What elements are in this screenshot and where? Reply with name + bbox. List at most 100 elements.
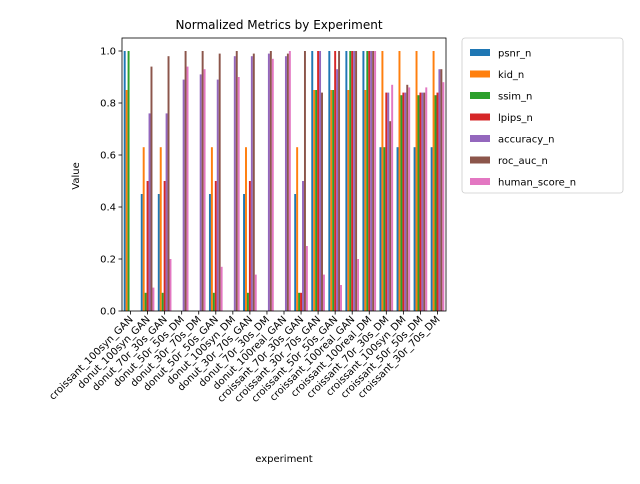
bar-accuracy_n-18	[421, 92, 424, 311]
bar-psnr_n-13	[328, 51, 331, 311]
legend-label-accuracy_n: accuracy_n	[498, 135, 554, 146]
bar-lpips_n-3	[163, 181, 166, 311]
bar-human_score_n-10	[288, 51, 291, 311]
bar-roc_auc_n-6	[218, 53, 221, 311]
legend-swatch-kid_n	[470, 70, 490, 78]
bar-kid_n-2	[142, 147, 145, 311]
y-tick-label: 0.0	[100, 307, 116, 318]
bar-roc_auc_n-18	[423, 92, 426, 311]
bar-lpips_n-17	[402, 92, 405, 311]
bar-human_score_n-13	[340, 285, 342, 311]
bar-psnr_n-15	[362, 51, 365, 311]
bar-kid_n-15	[364, 90, 367, 311]
bar-human_score_n-17	[408, 87, 411, 312]
y-tick-label: 0.8	[100, 99, 116, 110]
bar-kid_n-12	[313, 90, 316, 311]
bar-psnr_n-19	[430, 147, 433, 311]
bar-ssim_n-3	[161, 292, 164, 311]
bar-kid_n-6	[210, 147, 213, 311]
bar-psnr_n-14	[345, 51, 348, 311]
bar-human_score_n-9	[271, 58, 274, 311]
bar-lpips_n-16	[385, 92, 388, 311]
bar-roc_auc_n-7	[235, 51, 238, 311]
bar-lpips_n-11	[300, 292, 303, 311]
legend-label-kid_n: kid_n	[498, 70, 524, 81]
bar-psnr_n-12	[311, 51, 314, 311]
bar-roc_auc_n-9	[269, 51, 272, 311]
bar-accuracy_n-3	[165, 113, 168, 312]
y-tick-label: 0.6	[100, 151, 116, 162]
bar-roc_auc_n-12	[321, 92, 323, 311]
bar-roc_auc_n-14	[355, 51, 358, 311]
bar-human_score_n-8	[254, 274, 257, 311]
y-tick-label: 0.2	[100, 255, 116, 266]
bar-human_score_n-5	[203, 69, 206, 311]
bar-kid_n-1	[125, 90, 128, 311]
bar-psnr_n-1	[123, 51, 126, 311]
bar-ssim_n-17	[400, 95, 403, 311]
legend-swatch-psnr_n	[470, 49, 490, 56]
bar-roc_auc_n-11	[303, 51, 306, 311]
legend-swatch-accuracy_n	[470, 135, 490, 142]
bar-human_score_n-15	[374, 51, 377, 311]
bar-lpips_n-15	[368, 51, 371, 311]
bar-roc_auc_n-5	[201, 51, 204, 311]
bar-accuracy_n-10	[284, 56, 287, 312]
bar-psnr_n-17	[396, 147, 399, 311]
bar-accuracy_n-15	[370, 51, 373, 311]
bar-roc_auc_n-17	[406, 84, 409, 311]
bar-kid_n-11	[296, 147, 299, 311]
bar-ssim_n-16	[383, 147, 386, 311]
bar-accuracy_n-8	[250, 56, 253, 312]
bar-psnr_n-16	[379, 147, 382, 311]
bar-ssim_n-18	[417, 95, 420, 311]
bar-kid_n-16	[381, 51, 384, 311]
bar-kid_n-19	[432, 51, 435, 311]
bar-human_score_n-3	[169, 259, 172, 311]
bar-roc_auc_n-4	[184, 51, 187, 311]
bar-kid_n-14	[347, 90, 350, 311]
bar-human_score_n-12	[322, 274, 325, 311]
bar-accuracy_n-16	[387, 92, 390, 311]
bar-psnr_n-8	[243, 194, 246, 311]
bar-kid_n-17	[398, 51, 401, 311]
bar-accuracy_n-6	[216, 79, 219, 311]
bar-accuracy_n-14	[353, 51, 356, 311]
axes-layer: 0.00.20.40.60.81.0croissant_100syn_GANdo…	[47, 37, 447, 405]
bar-human_score_n-16	[391, 84, 394, 311]
legend-swatch-ssim_n	[470, 92, 490, 99]
bar-ssim_n-1	[127, 51, 130, 311]
bar-kid_n-8	[245, 147, 247, 311]
bar-roc_auc_n-13	[338, 51, 341, 311]
bar-roc_auc_n-19	[440, 69, 443, 311]
bar-lpips_n-19	[436, 92, 439, 311]
bar-accuracy_n-12	[319, 51, 322, 311]
legend-label-roc_auc_n: roc_auc_n	[498, 156, 548, 167]
bar-ssim_n-12	[315, 90, 318, 311]
bar-psnr_n-11	[294, 194, 297, 311]
bar-human_score_n-19	[442, 82, 445, 311]
bar-accuracy_n-11	[302, 181, 304, 311]
chart-title: Normalized Metrics by Experiment	[175, 18, 382, 32]
legend-label-psnr_n: psnr_n	[498, 49, 531, 60]
bar-ssim_n-8	[246, 292, 249, 311]
bar-ssim_n-6	[212, 292, 215, 311]
legend-label-human_score_n: human_score_n	[498, 178, 576, 189]
bar-psnr_n-18	[413, 147, 416, 311]
legend-swatch-roc_auc_n	[470, 156, 490, 164]
bar-roc_auc_n-16	[389, 121, 392, 311]
legend: psnr_n kid_n ssim_n lpips_n accuracy_n roc_au…	[461, 37, 624, 194]
y-tick-label: 1.0	[100, 47, 116, 58]
bar-ssim_n-13	[332, 90, 335, 311]
bar-lpips_n-8	[248, 181, 251, 311]
bar-accuracy_n-17	[404, 92, 407, 311]
bar-human_score_n-4	[186, 66, 189, 311]
bar-ssim_n-19	[434, 95, 437, 311]
bar-psnr_n-6	[208, 194, 211, 311]
bar-accuracy_n-4	[182, 79, 185, 311]
bar-ssim_n-2	[144, 292, 147, 311]
bar-psnr_n-2	[140, 194, 143, 311]
bar-lpips_n-14	[351, 51, 354, 311]
